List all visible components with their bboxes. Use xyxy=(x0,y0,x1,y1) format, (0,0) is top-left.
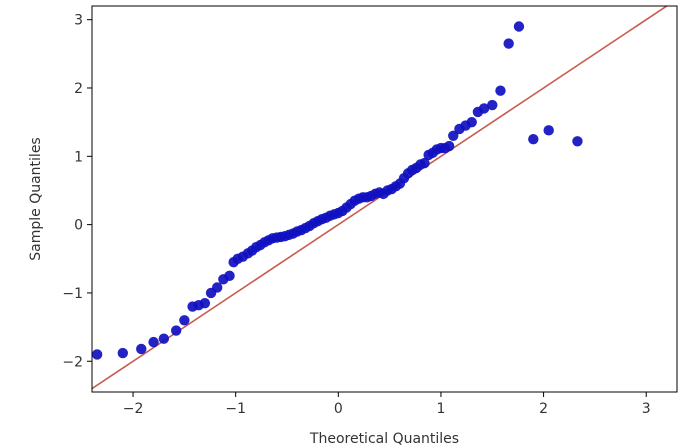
y-axis: −2 −1 0 1 2 3 xyxy=(62,13,92,370)
y-tick-label: 0 xyxy=(74,218,83,234)
data-point xyxy=(212,282,223,293)
y-tick-label: −2 xyxy=(62,354,83,370)
data-point xyxy=(136,343,147,355)
x-tick-label: 0 xyxy=(334,401,343,417)
data-point xyxy=(224,270,235,282)
data-point xyxy=(543,125,554,136)
y-tick-label: 2 xyxy=(74,81,83,97)
y-tick-label: 3 xyxy=(74,13,83,29)
data-point xyxy=(466,116,477,128)
x-tick-label: 2 xyxy=(539,401,548,417)
data-point xyxy=(179,315,190,326)
data-points xyxy=(92,21,583,360)
y-axis-label: Sample Quantiles xyxy=(28,137,44,260)
plot-frame xyxy=(91,5,678,393)
x-tick-label: 3 xyxy=(642,401,651,417)
data-point xyxy=(158,333,170,344)
data-point xyxy=(448,130,459,142)
y-tick-label: −1 xyxy=(62,286,83,302)
x-tick-label: −2 xyxy=(123,401,144,417)
data-point xyxy=(199,297,211,309)
x-tick-label: −1 xyxy=(225,401,246,417)
data-point xyxy=(92,349,103,360)
data-point xyxy=(148,336,159,348)
data-point xyxy=(503,38,514,49)
data-point xyxy=(513,21,525,32)
data-point xyxy=(443,140,455,152)
y-tick-label: 1 xyxy=(74,149,83,165)
data-point xyxy=(572,136,583,147)
x-tick-label: 1 xyxy=(436,401,445,417)
data-point xyxy=(487,99,498,111)
data-point xyxy=(478,103,490,114)
data-point xyxy=(528,134,539,145)
data-point xyxy=(170,325,182,336)
data-point xyxy=(419,157,430,169)
data-point xyxy=(495,85,506,96)
x-axis: −2 −1 0 1 2 3 xyxy=(123,392,651,417)
data-point xyxy=(117,347,128,359)
x-axis-label: Theoretical Quantiles xyxy=(309,431,459,447)
